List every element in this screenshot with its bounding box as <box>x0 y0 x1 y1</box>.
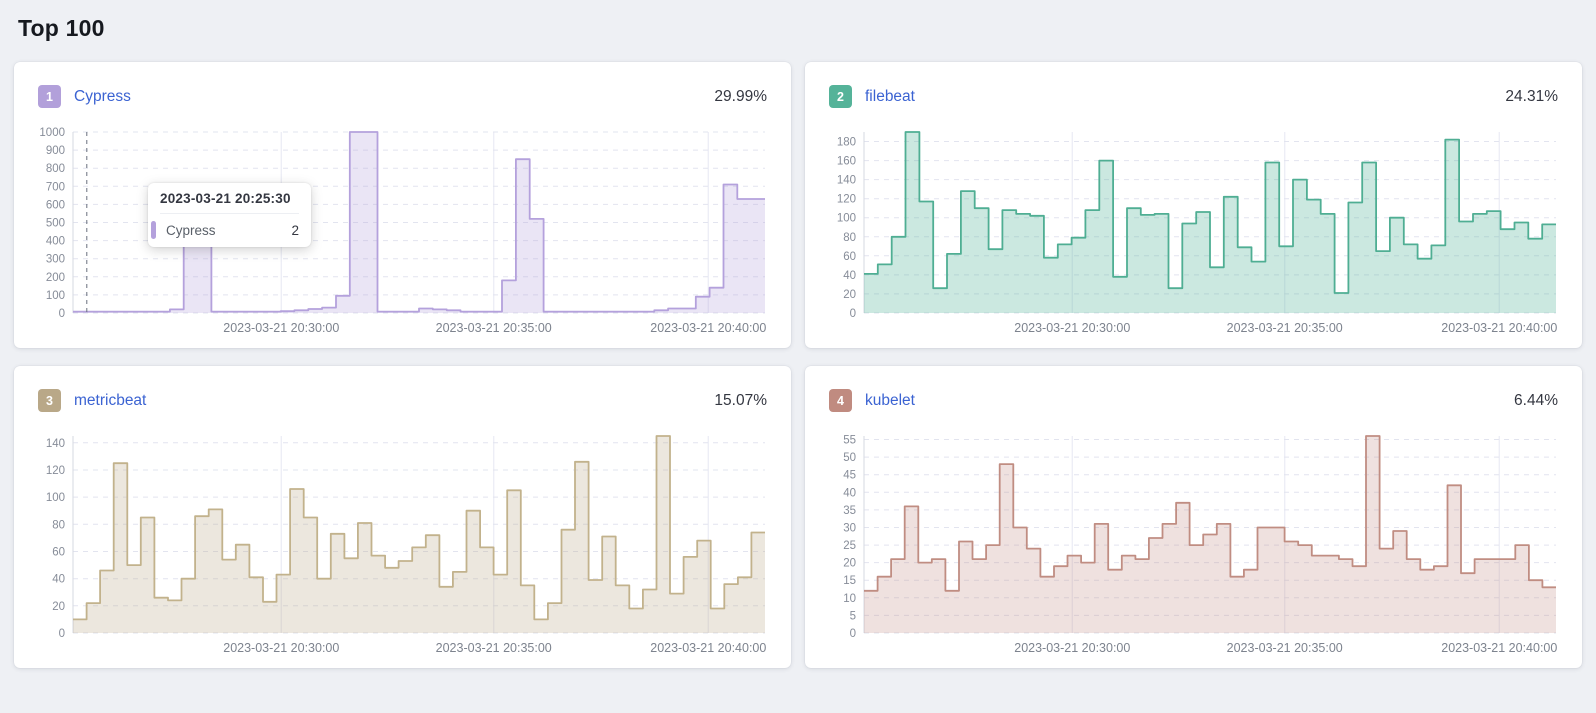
chart-panel-kubelet: 4 kubelet 6.44% 2023-03-21 20:30:00 2023-… <box>805 366 1582 668</box>
svg-text:140: 140 <box>837 175 856 187</box>
svg-text:50: 50 <box>843 452 856 464</box>
rank-badge: 4 <box>829 389 852 412</box>
svg-text:2023-03-21 20:40:00: 2023-03-21 20:40:00 <box>1441 641 1557 655</box>
svg-text:2023-03-21 20:35:00: 2023-03-21 20:35:00 <box>436 321 552 335</box>
svg-text:0: 0 <box>850 308 856 320</box>
svg-text:0: 0 <box>59 628 65 640</box>
panel-header: 1 Cypress 29.99% <box>38 85 767 108</box>
svg-text:30: 30 <box>843 523 856 535</box>
svg-text:120: 120 <box>46 465 65 477</box>
svg-text:1000: 1000 <box>39 127 65 139</box>
svg-text:2023-03-21 20:35:00: 2023-03-21 20:35:00 <box>436 641 552 655</box>
svg-text:5: 5 <box>850 610 856 622</box>
rank-badge: 3 <box>38 389 61 412</box>
svg-text:80: 80 <box>52 519 65 531</box>
page-title: Top 100 <box>18 15 105 41</box>
svg-text:20: 20 <box>52 601 65 613</box>
series-link-filebeat[interactable]: filebeat <box>865 87 915 105</box>
svg-text:60: 60 <box>843 251 856 263</box>
series-link-cypress[interactable]: Cypress <box>74 87 131 105</box>
svg-text:25: 25 <box>843 540 856 552</box>
svg-text:2023-03-21 20:35:00: 2023-03-21 20:35:00 <box>1227 321 1343 335</box>
svg-text:500: 500 <box>46 218 65 230</box>
cypress-chart[interactable]: 2023-03-21 20:30:00 2023-03-21 20:35:00 20… <box>29 124 775 340</box>
series-marker-icon <box>151 221 156 239</box>
svg-text:140: 140 <box>46 438 65 450</box>
svg-text:2023-03-21 20:35:00: 2023-03-21 20:35:00 <box>1227 641 1343 655</box>
chart-panel-cypress: 1 Cypress 29.99% 2023-03-21 20:30:00 2023… <box>14 62 791 348</box>
tooltip-value: 2 <box>291 222 299 238</box>
svg-text:0: 0 <box>850 628 856 640</box>
svg-text:15: 15 <box>843 575 856 587</box>
percent-value: 24.31% <box>1505 87 1558 105</box>
svg-text:2023-03-21 20:30:00: 2023-03-21 20:30:00 <box>223 321 339 335</box>
dashboard-grid: 1 Cypress 29.99% 2023-03-21 20:30:00 2023… <box>14 62 1582 668</box>
svg-text:2023-03-21 20:40:00: 2023-03-21 20:40:00 <box>650 641 766 655</box>
svg-text:40: 40 <box>843 487 856 499</box>
tooltip-series-label: Cypress <box>166 222 216 238</box>
svg-text:100: 100 <box>46 492 65 504</box>
svg-text:700: 700 <box>46 181 65 193</box>
svg-text:80: 80 <box>843 232 856 244</box>
svg-text:600: 600 <box>46 199 65 211</box>
metricbeat-chart[interactable]: 2023-03-21 20:30:00 2023-03-21 20:35:00 20… <box>29 428 775 660</box>
svg-text:10: 10 <box>843 593 856 605</box>
svg-text:0: 0 <box>59 308 65 320</box>
svg-text:200: 200 <box>46 272 65 284</box>
tooltip-row: Cypress 2 <box>151 214 299 239</box>
svg-text:55: 55 <box>843 435 856 447</box>
svg-text:180: 180 <box>837 137 856 149</box>
chart-panel-filebeat: 2 filebeat 24.31% 2023-03-21 20:30:00 202… <box>805 62 1582 348</box>
svg-text:2023-03-21 20:30:00: 2023-03-21 20:30:00 <box>1014 641 1130 655</box>
panel-header: 4 kubelet 6.44% <box>829 389 1558 412</box>
svg-text:100: 100 <box>837 213 856 225</box>
kubelet-chart[interactable]: 2023-03-21 20:30:00 2023-03-21 20:35:00 20… <box>820 428 1566 660</box>
percent-value: 15.07% <box>714 391 767 409</box>
svg-text:40: 40 <box>52 574 65 586</box>
panel-header: 3 metricbeat 15.07% <box>38 389 767 412</box>
svg-text:300: 300 <box>46 254 65 266</box>
svg-text:2023-03-21 20:40:00: 2023-03-21 20:40:00 <box>650 321 766 335</box>
svg-text:120: 120 <box>837 194 856 206</box>
svg-text:45: 45 <box>843 470 856 482</box>
tooltip-timestamp: 2023-03-21 20:25:30 <box>160 191 299 214</box>
svg-text:800: 800 <box>46 163 65 175</box>
filebeat-chart[interactable]: 2023-03-21 20:30:00 2023-03-21 20:35:00 20… <box>820 124 1566 340</box>
chart-panel-metricbeat: 3 metricbeat 15.07% 2023-03-21 20:30:00 2… <box>14 366 791 668</box>
svg-text:35: 35 <box>843 505 856 517</box>
svg-text:160: 160 <box>837 156 856 168</box>
svg-text:2023-03-21 20:40:00: 2023-03-21 20:40:00 <box>1441 321 1557 335</box>
svg-text:60: 60 <box>52 547 65 559</box>
svg-text:2023-03-21 20:30:00: 2023-03-21 20:30:00 <box>223 641 339 655</box>
series-link-kubelet[interactable]: kubelet <box>865 391 915 409</box>
rank-badge: 1 <box>38 85 61 108</box>
svg-text:2023-03-21 20:30:00: 2023-03-21 20:30:00 <box>1014 321 1130 335</box>
percent-value: 6.44% <box>1514 391 1558 409</box>
svg-text:900: 900 <box>46 145 65 157</box>
svg-text:20: 20 <box>843 558 856 570</box>
rank-badge: 2 <box>829 85 852 108</box>
svg-text:40: 40 <box>843 270 856 282</box>
chart-tooltip: 2023-03-21 20:25:30 Cypress 2 <box>148 183 311 247</box>
svg-text:400: 400 <box>46 236 65 248</box>
svg-text:100: 100 <box>46 290 65 302</box>
series-link-metricbeat[interactable]: metricbeat <box>74 391 147 409</box>
percent-value: 29.99% <box>714 87 767 105</box>
svg-text:20: 20 <box>843 289 856 301</box>
panel-header: 2 filebeat 24.31% <box>829 85 1558 108</box>
